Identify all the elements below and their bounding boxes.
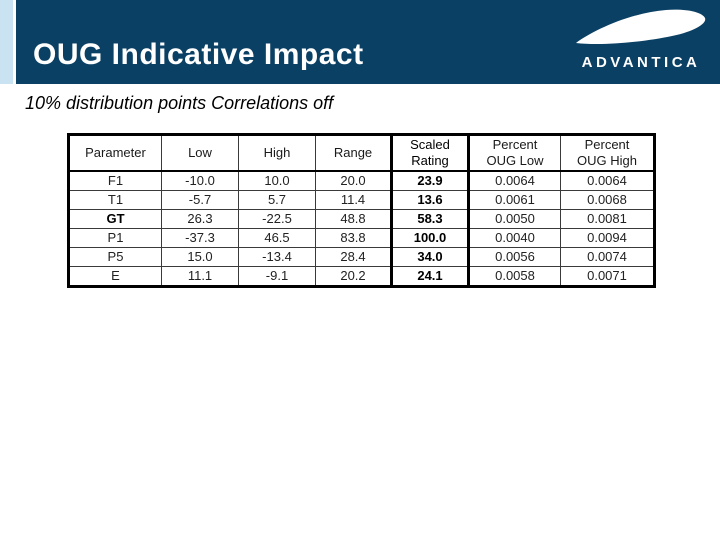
scaled-rating-cell: 23.9 bbox=[390, 170, 470, 191]
low-cell: -37.3 bbox=[161, 228, 239, 248]
oug-high-cell: 0.0064 bbox=[560, 170, 655, 191]
scaled-rating-cell: 58.3 bbox=[390, 209, 470, 229]
param-cell: P1 bbox=[68, 228, 162, 248]
range-cell: 83.8 bbox=[315, 228, 392, 248]
param-cell: GT bbox=[68, 209, 162, 229]
table-row: T1 -5.7 5.7 11.4 13.6 0.0061 0.0068 bbox=[68, 190, 655, 210]
range-cell: 20.0 bbox=[315, 170, 392, 191]
oug-high-cell: 0.0071 bbox=[560, 266, 655, 287]
range-cell: 20.2 bbox=[315, 266, 392, 287]
column-header-low: Low bbox=[161, 134, 239, 172]
range-cell: 48.8 bbox=[315, 209, 392, 229]
swoosh-icon bbox=[575, 9, 705, 45]
impact-table: Parameter Low High Range Scaled Rating P… bbox=[67, 133, 656, 288]
page-title: OUG Indicative Impact bbox=[33, 38, 364, 71]
column-header-high: High bbox=[238, 134, 316, 172]
low-cell: 15.0 bbox=[161, 247, 239, 267]
oug-low-cell: 0.0064 bbox=[468, 170, 561, 191]
table-row: F1 -10.0 10.0 20.0 23.9 0.0064 0.0064 bbox=[68, 170, 655, 191]
table-row: P1 -37.3 46.5 83.8 100.0 0.0040 0.0094 bbox=[68, 228, 655, 248]
scaled-rating-cell: 100.0 bbox=[390, 228, 470, 248]
low-cell: -10.0 bbox=[161, 170, 239, 191]
column-header-parameter: Parameter bbox=[68, 134, 162, 172]
oug-high-cell: 0.0094 bbox=[560, 228, 655, 248]
oug-low-cell: 0.0058 bbox=[468, 266, 561, 287]
oug-high-cell: 0.0081 bbox=[560, 209, 655, 229]
param-cell: P5 bbox=[68, 247, 162, 267]
oug-low-cell: 0.0056 bbox=[468, 247, 561, 267]
column-header-scaled-rating: Scaled Rating bbox=[390, 134, 470, 172]
range-cell: 28.4 bbox=[315, 247, 392, 267]
high-cell: -13.4 bbox=[238, 247, 316, 267]
scaled-rating-cell: 24.1 bbox=[390, 266, 470, 287]
scaled-rating-cell: 34.0 bbox=[390, 247, 470, 267]
param-cell: E bbox=[68, 266, 162, 287]
table-row: E 11.1 -9.1 20.2 24.1 0.0058 0.0071 bbox=[68, 266, 655, 287]
oug-high-cell: 0.0068 bbox=[560, 190, 655, 210]
low-cell: 11.1 bbox=[161, 266, 239, 287]
advantica-logo-text: ADVANTICA bbox=[581, 54, 701, 71]
table-row: P5 15.0 -13.4 28.4 34.0 0.0056 0.0074 bbox=[68, 247, 655, 267]
high-cell: 46.5 bbox=[238, 228, 316, 248]
oug-low-cell: 0.0061 bbox=[468, 190, 561, 210]
high-cell: -22.5 bbox=[238, 209, 316, 229]
oug-low-cell: 0.0040 bbox=[468, 228, 561, 248]
column-header-percent-oug-high: Percent OUG High bbox=[560, 134, 655, 172]
column-header-percent-oug-low: Percent OUG Low bbox=[468, 134, 561, 172]
oug-high-cell: 0.0074 bbox=[560, 247, 655, 267]
param-cell: F1 bbox=[68, 170, 162, 191]
table-row: GT 26.3 -22.5 48.8 58.3 0.0050 0.0081 bbox=[68, 209, 655, 229]
param-cell: T1 bbox=[68, 190, 162, 210]
low-cell: 26.3 bbox=[161, 209, 239, 229]
oug-low-cell: 0.0050 bbox=[468, 209, 561, 229]
range-cell: 11.4 bbox=[315, 190, 392, 210]
header-bar: OUG Indicative Impact ADVANTICA bbox=[0, 0, 720, 84]
advantica-logo: ADVANTICA bbox=[571, 5, 711, 79]
low-cell: -5.7 bbox=[161, 190, 239, 210]
high-cell: 5.7 bbox=[238, 190, 316, 210]
header-row: Parameter Low High Range Scaled Rating P… bbox=[68, 134, 655, 172]
slide-subtitle: 10% distribution points Correlations off bbox=[25, 93, 334, 113]
column-header-range: Range bbox=[315, 134, 392, 172]
accent-strip bbox=[0, 0, 16, 84]
scaled-rating-cell: 13.6 bbox=[390, 190, 470, 210]
high-cell: 10.0 bbox=[238, 170, 316, 191]
high-cell: -9.1 bbox=[238, 266, 316, 287]
